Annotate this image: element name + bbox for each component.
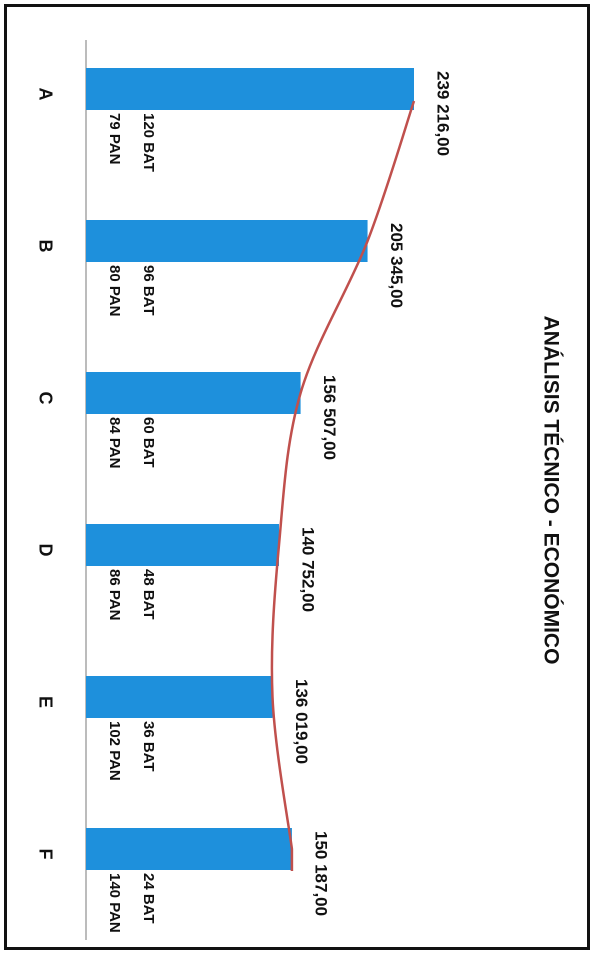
chart-title: ANÁLISIS TÉCNICO - ECONÓMICO bbox=[539, 316, 563, 665]
trend-line bbox=[270, 100, 416, 871]
category-label-f: F bbox=[35, 849, 55, 860]
category-label-b: B bbox=[35, 240, 55, 253]
bat-label-c: 60 BAT bbox=[140, 417, 157, 468]
category-label-d: D bbox=[35, 544, 55, 557]
pan-label-f: 140 PAN bbox=[106, 873, 123, 933]
category-label-c: C bbox=[35, 392, 55, 405]
pan-label-d: 86 PAN bbox=[106, 569, 123, 620]
category-label-e: E bbox=[35, 696, 55, 708]
bat-label-b: 96 BAT bbox=[140, 265, 157, 316]
bat-label-d: 48 BAT bbox=[140, 569, 157, 620]
bat-label-a: 120 BAT bbox=[140, 113, 157, 172]
pan-label-b: 80 PAN bbox=[106, 265, 123, 316]
value-label-d: 140 752,00 bbox=[299, 527, 318, 612]
value-label-c: 156 507,00 bbox=[320, 375, 339, 460]
bar-b bbox=[86, 220, 368, 262]
bar-e bbox=[86, 676, 273, 718]
bars-layer bbox=[86, 68, 414, 870]
bat-label-f: 24 BAT bbox=[140, 873, 157, 924]
bat-label-e: 36 BAT bbox=[140, 721, 157, 772]
labels-layer: A 120 BAT 79 PAN 239 216,00 B 96 BAT 80 PAN 205… bbox=[35, 71, 452, 933]
bar-c bbox=[86, 372, 301, 414]
category-label-a: A bbox=[35, 88, 55, 101]
bar-a bbox=[86, 68, 414, 110]
chart-frame bbox=[4, 4, 590, 950]
value-label-b: 205 345,00 bbox=[387, 223, 406, 308]
value-label-e: 136 019,00 bbox=[292, 679, 311, 764]
value-label-a: 239 216,00 bbox=[434, 71, 453, 156]
pan-label-c: 84 PAN bbox=[106, 417, 123, 468]
bar-d bbox=[86, 524, 279, 566]
bar-f bbox=[86, 828, 292, 870]
value-label-f: 150 187,00 bbox=[311, 831, 330, 916]
pan-label-e: 102 PAN bbox=[106, 721, 123, 781]
pan-label-a: 79 PAN bbox=[106, 113, 123, 164]
